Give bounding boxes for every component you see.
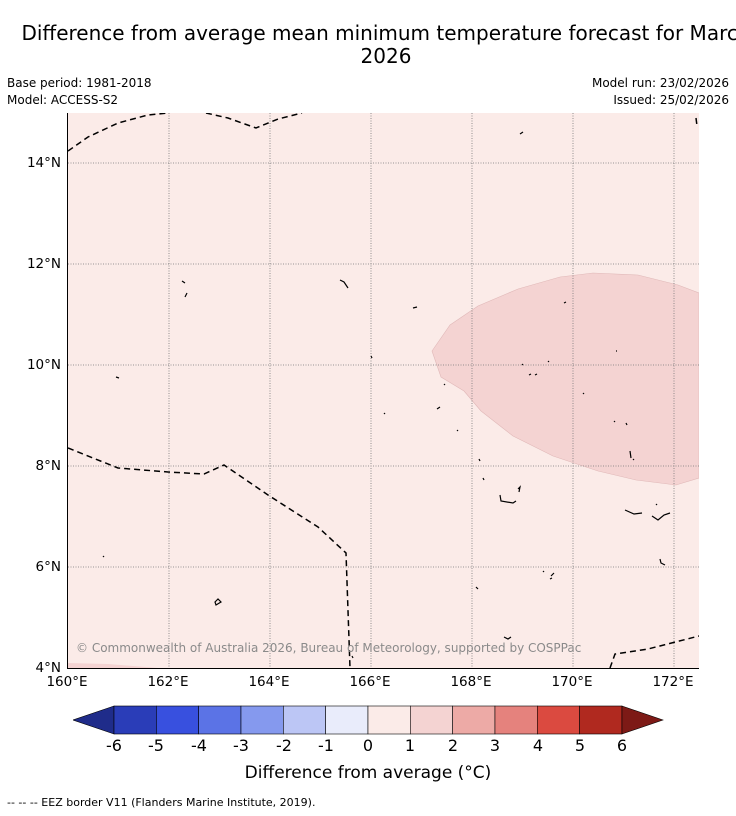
- forecast-map: © Commonwealth of Australia 2026, Bureau…: [67, 113, 699, 669]
- colorbar-tick-label: 3: [489, 736, 501, 755]
- colorbar-segment: [198, 705, 242, 735]
- colorbar-tick-label: -6: [106, 736, 122, 755]
- x-tick-label: 172°E: [652, 674, 694, 690]
- warm-anomaly-corner: [68, 663, 158, 668]
- eez-borders: [68, 113, 699, 668]
- colorbar-segment: [283, 705, 326, 735]
- colorbar-segment: [367, 705, 411, 735]
- warm-anomaly-region: [431, 272, 699, 486]
- copyright-notice: © Commonwealth of Australia 2026, Bureau…: [76, 641, 582, 655]
- latitude-gridlines: [68, 162, 699, 568]
- longitude-gridlines: [168, 113, 675, 668]
- colorbar-tick-label: 5: [574, 736, 586, 755]
- colorbar-segment: [113, 705, 157, 735]
- colorbar-segment: [240, 705, 284, 735]
- y-tick-label: 12°N: [26, 256, 61, 272]
- x-tick-label: 170°E: [551, 674, 593, 690]
- map-title: Difference from average mean minimum tem…: [21, 21, 736, 68]
- colorbar-segment: [536, 705, 580, 735]
- colorbar-tick-label: -1: [318, 736, 334, 755]
- eez-legend-note: -- -- -- EEZ border V11 (Flanders Marine…: [7, 796, 316, 809]
- x-tick-label: 160°E: [46, 674, 88, 690]
- colorbar-tick-label: 0: [362, 736, 374, 755]
- colorbar-segment: [156, 705, 199, 735]
- x-tick-label: 166°E: [349, 674, 391, 690]
- colorbar-segment: [494, 705, 538, 735]
- metadata-left: Base period: 1981-2018 Model: ACCESS-S2: [7, 75, 152, 109]
- y-tick-label: 4°N: [35, 660, 61, 676]
- y-tick-label: 10°N: [26, 357, 61, 373]
- y-tick-label: 14°N: [26, 155, 61, 171]
- colorbar-tick-label: -5: [148, 736, 164, 755]
- model-run-text: Model run: 23/02/2026: [591, 76, 729, 90]
- colorbar-arrow-high: [621, 705, 664, 735]
- metadata-right: Model run: 23/02/2026 Issued: 25/02/2026: [592, 75, 729, 109]
- issued-text: Issued: 25/02/2026: [613, 93, 729, 107]
- island-outlines: [102, 131, 671, 659]
- model-text: Model: ACCESS-S2: [7, 93, 119, 107]
- colorbar-tick-label: 2: [447, 736, 459, 755]
- colorbar: [73, 705, 664, 735]
- x-tick-label: 164°E: [248, 674, 290, 690]
- colorbar-arrow-low: [73, 705, 115, 735]
- map-canvas: [68, 113, 699, 668]
- colorbar-tick-label: 1: [404, 736, 416, 755]
- base-period-text: Base period: 1981-2018: [7, 76, 152, 90]
- colorbar-title: Difference from average (°C): [244, 763, 492, 783]
- colorbar-tick-label: -4: [191, 736, 207, 755]
- x-tick-label: 162°E: [147, 674, 189, 690]
- y-tick-label: 6°N: [35, 559, 61, 575]
- colorbar-tick-label: 6: [616, 736, 628, 755]
- colorbar-tick-label: -2: [276, 736, 292, 755]
- x-tick-label: 168°E: [450, 674, 492, 690]
- colorbar-segment: [452, 705, 496, 735]
- colorbar-tick-label: -3: [233, 736, 249, 755]
- colorbar-segment: [325, 705, 369, 735]
- y-tick-label: 8°N: [35, 458, 61, 474]
- colorbar-tick-label: 4: [532, 736, 544, 755]
- colorbar-segment: [410, 705, 453, 735]
- colorbar-segment: [579, 705, 623, 735]
